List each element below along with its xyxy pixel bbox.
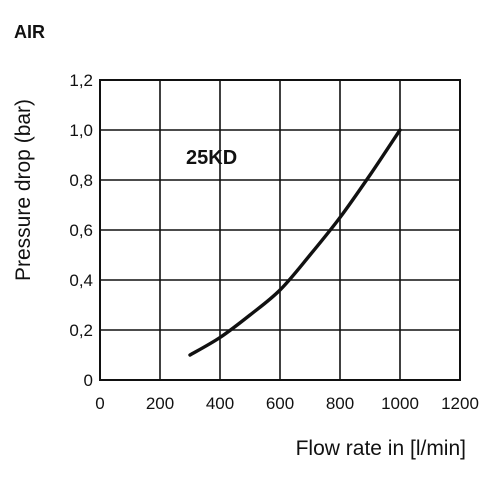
x-tick-label: 1000 [381, 394, 419, 413]
x-tick-label: 600 [266, 394, 294, 413]
y-axis-title: Pressure drop (bar) [12, 99, 35, 281]
y-tick-label: 0 [84, 371, 93, 390]
y-tick-label: 0,2 [69, 321, 93, 340]
x-tick-label: 800 [326, 394, 354, 413]
y-tick-label: 0,6 [69, 221, 93, 240]
plot-frame [99, 79, 461, 381]
plot-grid [99, 79, 461, 381]
y-tick-label: 1,2 [69, 71, 93, 90]
series-line [188, 128, 402, 357]
x-tick-label: 400 [206, 394, 234, 413]
y-tick-labels: 0 0,2 0,4 0,6 0,8 1,0 1,2 [69, 71, 93, 390]
x-tick-label: 200 [146, 394, 174, 413]
y-tick-label: 0,8 [69, 171, 93, 190]
series-layer [188, 128, 402, 357]
series-label: 25KD [186, 147, 237, 169]
medium-label: AIR [14, 22, 45, 42]
x-tick-label: 1200 [441, 394, 479, 413]
y-tick-label: 0,4 [69, 271, 93, 290]
x-axis-title: Flow rate in [l/min] [296, 437, 466, 460]
x-tick-label: 0 [95, 394, 104, 413]
y-tick-label: 1,0 [69, 121, 93, 140]
x-tick-labels: 0 200 400 600 800 1000 1200 [95, 394, 479, 413]
